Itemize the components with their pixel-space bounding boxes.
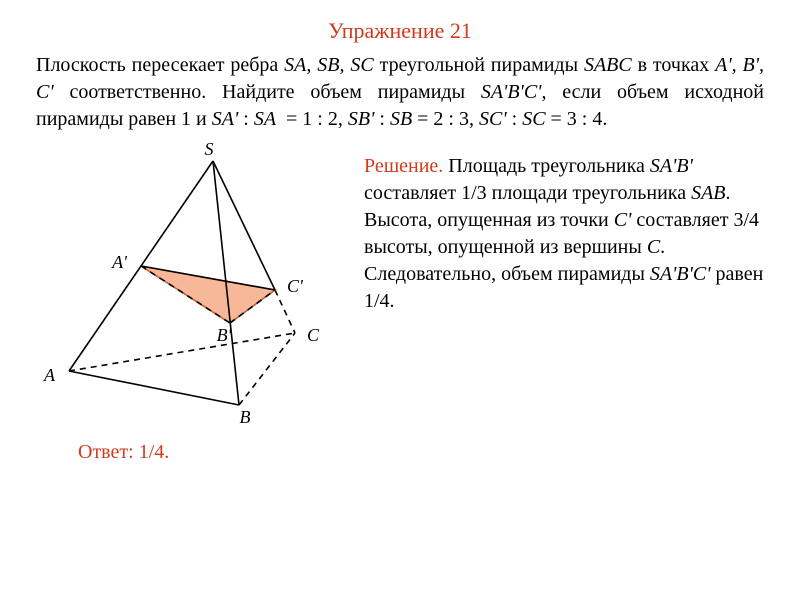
exercise-title: Упражнение 21 xyxy=(0,0,800,52)
vertex-label-A: A xyxy=(43,365,56,385)
answer-label: Ответ: xyxy=(78,441,139,463)
vertex-label-S: S xyxy=(205,143,214,159)
vertex-label-Cp: C' xyxy=(287,276,304,296)
answer-line: Ответ: 1/4. xyxy=(0,423,800,464)
vertex-label-Ap: A' xyxy=(111,252,128,272)
solution-column: Решение. Площадь треугольника SA'B' сост… xyxy=(346,143,764,423)
solution-label: Решение. xyxy=(364,155,443,177)
vertex-label-B: B xyxy=(240,407,251,423)
vertex-label-Bp: B' xyxy=(217,325,233,345)
solution-text: Решение. Площадь треугольника SA'B' сост… xyxy=(364,153,764,315)
diagram-column: S A B C A' B' C' xyxy=(36,143,346,423)
pyramid-diagram: S A B C A' B' C' xyxy=(41,143,341,423)
content-row: S A B C A' B' C' Решение. Площадь треугольника… xyxy=(0,139,800,423)
vertex-label-C: C xyxy=(307,325,320,345)
problem-statement: Плоскость пересекает ребра SA, SB, SC тр… xyxy=(0,52,800,139)
answer-value: 1/4. xyxy=(139,441,170,463)
solution-body: Площадь треугольника SA'B' составляет 1/… xyxy=(364,155,763,312)
